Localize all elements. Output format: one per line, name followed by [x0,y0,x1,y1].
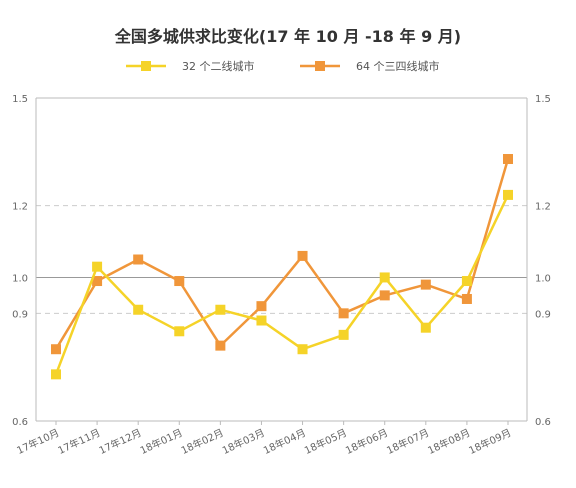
x-tick-label: 18年07月 [384,426,431,457]
data-point [503,154,513,165]
data-point [420,279,431,290]
data-point [256,315,267,326]
data-point [338,329,349,340]
x-tick-label: 18年06月 [343,426,390,457]
data-point [133,254,144,265]
y-tick-label-right: 1.5 [535,94,551,105]
data-point [338,308,349,319]
data-point [133,304,144,315]
y-tick-label-right: 1.2 [535,202,551,213]
x-tick-label: 17年11月 [56,426,103,457]
x-tick-label: 18年03月 [220,426,267,457]
y-tick-label-left: 1.5 [12,94,28,105]
data-point [379,272,390,283]
data-point [297,344,308,355]
data-point [461,293,472,304]
y-tick-label-left: 0.9 [12,309,28,320]
data-point [503,189,513,200]
data-point [51,344,61,355]
y-tick-label-left: 0.6 [12,417,28,428]
y-tick-label-right: 0.9 [535,309,551,320]
data-point [215,340,226,351]
x-tick-label: 18年09月 [467,426,514,457]
x-tick-label: 18年08月 [425,426,472,457]
legend-label: 32 个二线城市 [182,59,255,73]
legend-swatch-marker [315,61,325,71]
series-line [54,158,510,350]
data-point [420,322,431,333]
x-tick-label: 18年01月 [138,426,185,457]
x-tick-label: 18年04月 [261,426,308,457]
data-point [297,250,308,261]
y-tick-label-left: 1.2 [12,202,28,213]
y-tick-label-left: 1.0 [12,273,28,284]
series-layer [51,154,513,380]
data-point [92,276,103,287]
data-point [174,276,185,287]
legend: 32 个二线城市 64 个三四线城市 [126,59,440,73]
data-point [215,304,226,315]
data-point [256,301,267,312]
data-point [379,290,390,301]
legend-swatch-marker [141,61,151,71]
grid [36,205,527,314]
x-tick-label: 17年12月 [97,426,144,457]
x-tick-label: 18年02月 [179,426,226,457]
x-tick-label: 17年10月 [15,426,62,457]
data-point [174,326,185,337]
y-tick-label-right: 0.6 [535,417,551,428]
x-tick-label: 18年05月 [302,426,349,457]
y-tick-label-right: 1.0 [535,273,551,284]
legend-label: 64 个三四线城市 [356,59,440,73]
chart-title: 全国多城供求比变化(17 年 10 月 -18 年 9 月) [114,27,461,46]
data-point [461,276,472,287]
data-point [92,261,103,272]
series-line [54,194,510,375]
data-point [51,369,61,380]
